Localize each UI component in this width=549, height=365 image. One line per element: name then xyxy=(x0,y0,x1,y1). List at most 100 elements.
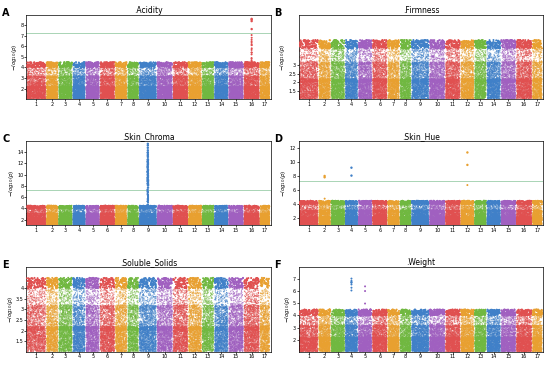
Point xyxy=(193,325,201,331)
Point xyxy=(52,92,60,97)
Point xyxy=(113,342,121,348)
Point xyxy=(341,71,350,77)
Point xyxy=(67,91,76,97)
Point xyxy=(346,37,355,43)
Point xyxy=(315,51,324,57)
Point xyxy=(52,88,61,94)
Point xyxy=(518,341,527,347)
Point xyxy=(234,94,243,100)
Point xyxy=(142,79,150,85)
Point xyxy=(388,63,396,69)
Point xyxy=(448,346,457,352)
Point xyxy=(249,93,257,99)
Point xyxy=(70,84,79,90)
Point xyxy=(145,311,154,316)
Point xyxy=(178,220,187,226)
Point xyxy=(24,86,33,92)
Point xyxy=(118,277,127,283)
Point xyxy=(411,55,420,61)
Point xyxy=(221,311,230,316)
Point xyxy=(49,94,58,100)
Point xyxy=(106,288,115,293)
Point xyxy=(124,332,133,338)
Point xyxy=(386,219,395,225)
Point xyxy=(64,221,72,227)
Point xyxy=(445,201,453,207)
Point xyxy=(311,345,320,350)
Point xyxy=(504,216,513,222)
Point xyxy=(343,344,351,350)
Point xyxy=(65,86,74,92)
Point xyxy=(155,328,164,334)
Point xyxy=(485,90,494,96)
Point xyxy=(238,214,247,220)
Point xyxy=(86,206,95,212)
Point xyxy=(525,214,534,219)
Point xyxy=(80,219,89,225)
Point xyxy=(520,218,529,224)
Point xyxy=(89,85,98,91)
Point xyxy=(193,216,201,222)
Point xyxy=(370,92,379,98)
Point xyxy=(193,217,201,223)
Point xyxy=(144,328,153,334)
Point xyxy=(332,95,340,101)
Point xyxy=(450,48,459,54)
Point xyxy=(220,324,228,330)
Point xyxy=(399,45,408,51)
Point xyxy=(262,216,271,222)
Point xyxy=(344,66,352,72)
Point xyxy=(300,341,309,346)
Point xyxy=(57,95,66,100)
Point xyxy=(335,216,344,222)
Point xyxy=(183,335,192,341)
Point xyxy=(485,348,494,354)
Point xyxy=(240,95,249,100)
Point xyxy=(312,209,321,215)
Point xyxy=(352,41,361,47)
Point xyxy=(376,222,384,227)
Point xyxy=(320,208,328,214)
Point xyxy=(118,218,127,224)
Point xyxy=(158,219,166,225)
Point xyxy=(423,221,432,227)
Point xyxy=(160,62,169,68)
Point xyxy=(516,90,525,96)
Point xyxy=(201,89,210,95)
Point xyxy=(475,218,484,224)
Point xyxy=(394,326,403,332)
Point xyxy=(475,208,484,214)
Point xyxy=(94,83,103,89)
Point xyxy=(335,335,344,341)
Point xyxy=(333,53,341,58)
Point xyxy=(229,81,238,87)
Point xyxy=(258,347,267,353)
Point xyxy=(79,215,87,220)
Point xyxy=(468,217,477,223)
Point xyxy=(432,334,441,340)
Point xyxy=(367,96,376,101)
Point xyxy=(384,218,393,223)
Point xyxy=(192,221,201,227)
Point xyxy=(490,79,498,85)
Point xyxy=(405,222,413,228)
Point xyxy=(148,83,157,89)
Point xyxy=(472,332,480,338)
Point xyxy=(473,340,481,346)
Point xyxy=(143,90,152,96)
Point xyxy=(311,332,320,338)
Point xyxy=(366,78,374,84)
Point xyxy=(524,221,533,227)
Point xyxy=(416,337,424,342)
Point xyxy=(502,68,511,74)
Point xyxy=(57,334,65,339)
Point xyxy=(192,341,200,347)
Point xyxy=(419,87,428,92)
Point xyxy=(304,92,313,98)
Point xyxy=(28,212,37,218)
Point xyxy=(453,82,462,88)
Point xyxy=(164,300,172,306)
Point xyxy=(144,299,153,305)
Point xyxy=(189,321,198,327)
Point xyxy=(332,38,341,43)
